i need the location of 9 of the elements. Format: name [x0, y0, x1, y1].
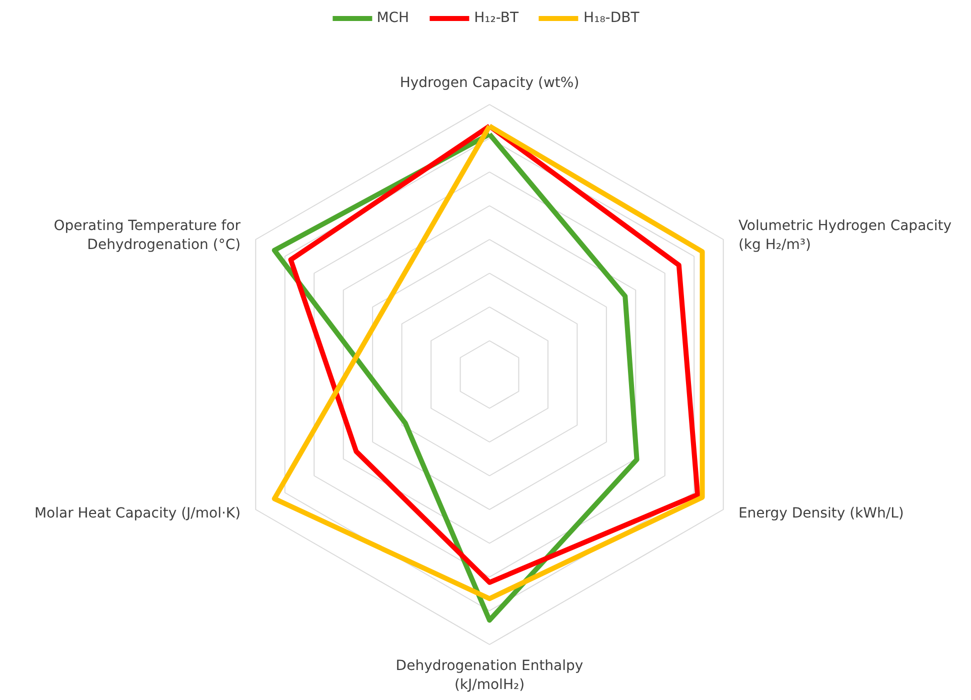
legend-label: MCH — [376, 10, 410, 26]
spoke-label: Dehydrogenation Enthalpy (kJ/molH₂) — [396, 658, 584, 694]
spoke-label: Operating Temperature for Dehydrogenation (°C) — [54, 218, 241, 254]
spoke-label: Volumetric Hydrogen Capacity (kg H₂/m³) — [738, 218, 952, 254]
spoke-label: Molar Heat Capacity (J/mol·K) — [34, 506, 241, 522]
spoke-label: Energy Density (kWh/L) — [738, 506, 904, 522]
legend-label: H₁₂-BT — [474, 10, 519, 26]
spoke-label: Hydrogen Capacity (wt%) — [400, 75, 580, 91]
legend-label: H₁₈-DBT — [584, 10, 640, 26]
